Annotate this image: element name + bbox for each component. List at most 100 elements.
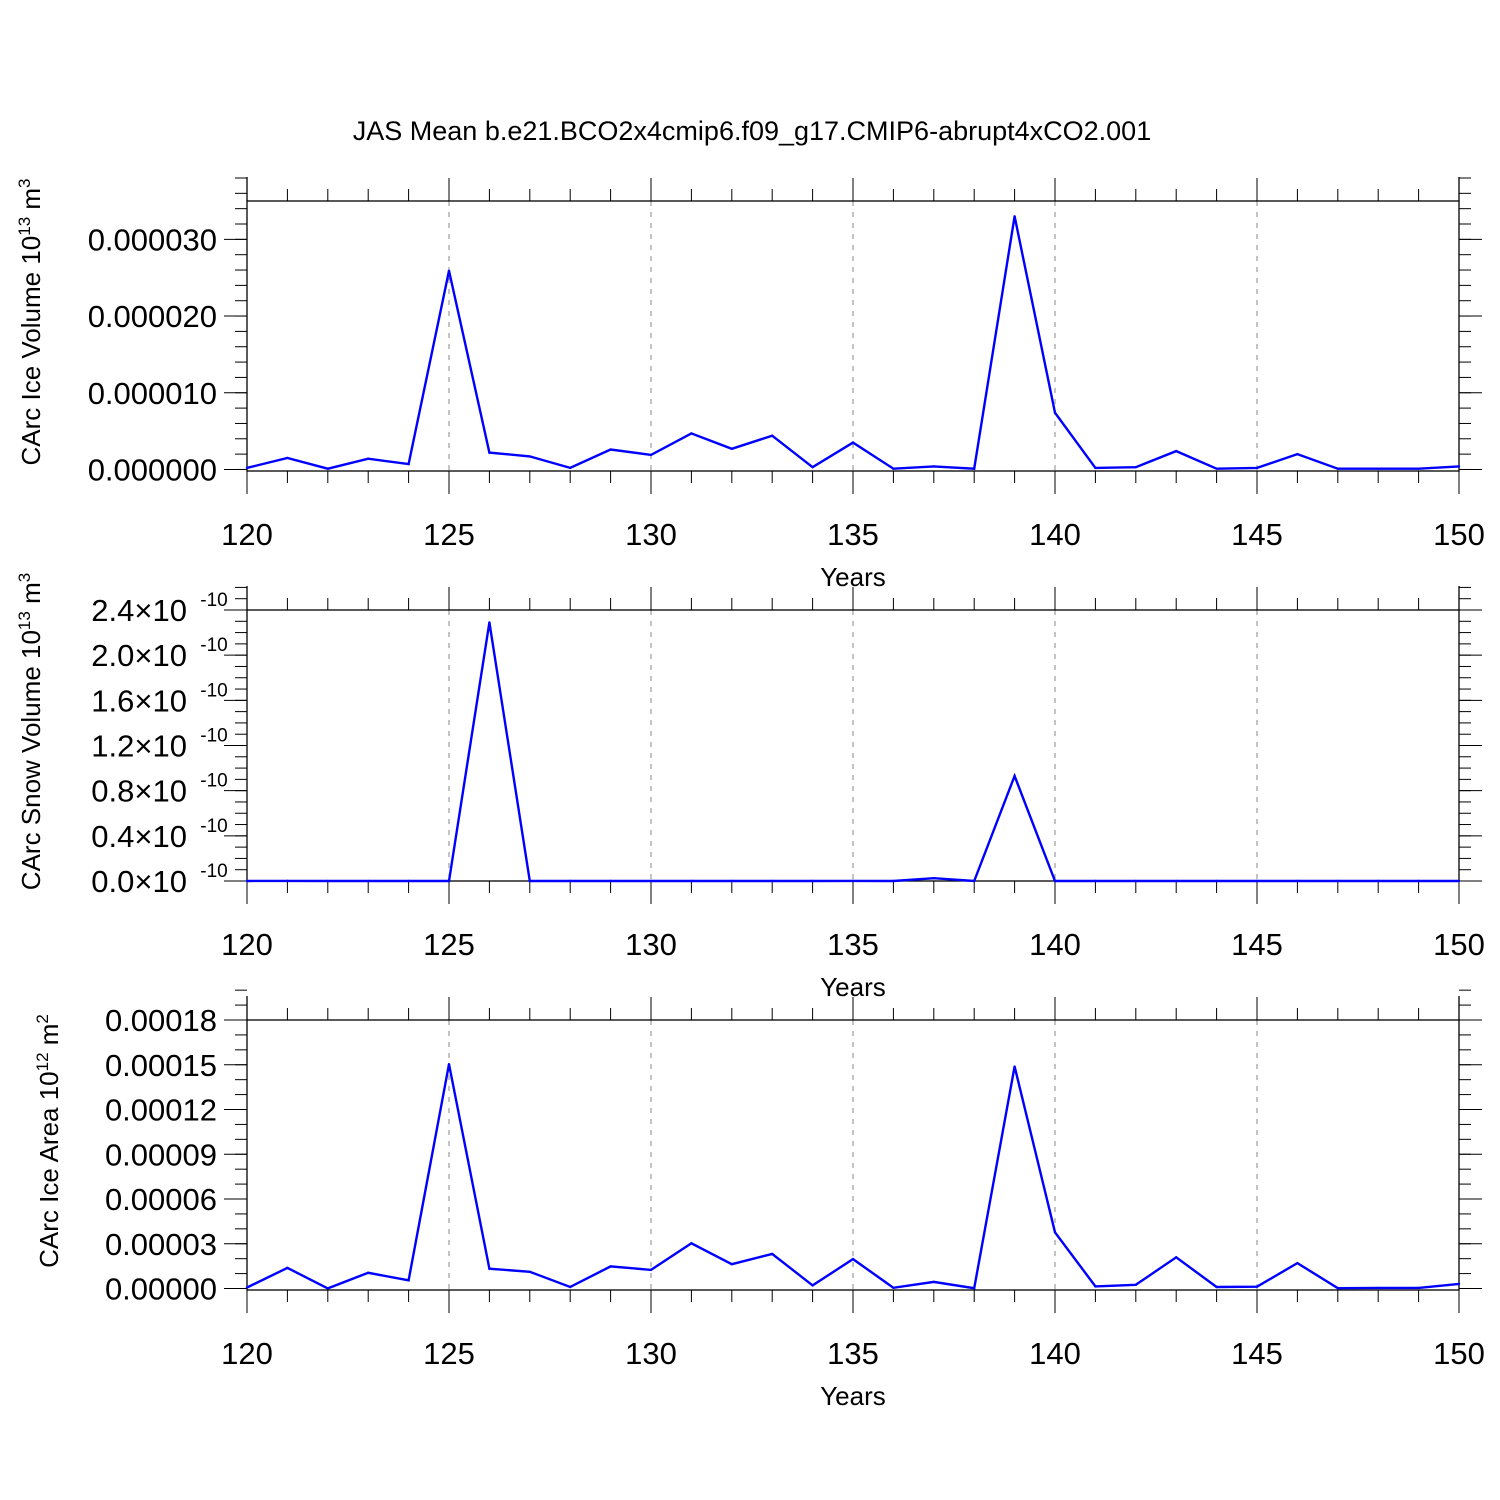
y-tick-exponent: -10 xyxy=(200,680,227,701)
x-tick-label: 145 xyxy=(1231,517,1283,552)
data-point xyxy=(1094,1285,1097,1288)
y-tick-exponent: -10 xyxy=(200,861,227,882)
data-point xyxy=(569,466,572,470)
data-point xyxy=(447,879,451,883)
y-tick-exponent: -10 xyxy=(200,590,227,611)
data-point xyxy=(609,448,612,451)
data-point xyxy=(245,466,249,470)
data-point xyxy=(609,879,612,883)
y-tick-exponent: -10 xyxy=(200,726,227,747)
y-tick-label: 1.2×10 xyxy=(91,729,187,764)
x-tick-label: 125 xyxy=(423,927,475,962)
data-point xyxy=(1094,879,1097,883)
data-point xyxy=(1053,411,1057,414)
data-point xyxy=(1377,1286,1380,1290)
data-point xyxy=(528,455,531,458)
data-point xyxy=(1134,465,1138,469)
data-point xyxy=(649,879,653,883)
x-tick-label: 150 xyxy=(1433,517,1485,552)
data-point xyxy=(447,269,451,273)
y-tick-label: 0.4×10 xyxy=(91,819,187,854)
data-point xyxy=(1175,1256,1178,1259)
figure-title: JAS Mean b.e21.BCO2x4cmip6.f09_g17.CMIP6… xyxy=(353,116,1151,146)
data-point xyxy=(1053,879,1057,883)
data-point xyxy=(286,879,289,883)
y-tick-label: 0.00009 xyxy=(105,1137,217,1172)
data-point xyxy=(973,1287,976,1290)
y-tick-label: 0.00003 xyxy=(105,1227,217,1262)
data-point xyxy=(367,457,370,460)
y-tick-exponent: -10 xyxy=(200,635,227,656)
data-point xyxy=(1296,452,1299,456)
x-tick-label: 140 xyxy=(1029,517,1081,552)
data-point xyxy=(1417,467,1420,470)
data-point xyxy=(407,1279,410,1282)
data-point xyxy=(407,879,410,883)
data-point xyxy=(730,879,733,883)
x-axis-label: Years xyxy=(820,1381,886,1411)
data-point xyxy=(690,1242,693,1245)
data-point xyxy=(528,1270,531,1274)
data-point xyxy=(1215,467,1218,470)
data-point xyxy=(1296,1261,1299,1265)
data-point xyxy=(973,879,976,883)
data-point xyxy=(730,447,733,450)
y-tick-label: 1.6×10 xyxy=(91,683,187,718)
data-point xyxy=(1457,879,1461,883)
data-point xyxy=(771,1252,774,1256)
data-point xyxy=(528,879,531,883)
x-tick-label: 135 xyxy=(827,517,879,552)
y-tick-label: 0.8×10 xyxy=(91,774,187,809)
data-point xyxy=(1175,879,1178,883)
data-point xyxy=(811,465,814,469)
data-point xyxy=(932,465,935,468)
y-tick-label: 0.000000 xyxy=(88,452,217,487)
y-tick-exponent: -10 xyxy=(200,816,227,837)
data-point xyxy=(1013,774,1016,778)
data-point xyxy=(1215,879,1218,883)
data-point xyxy=(1336,1287,1340,1290)
data-point xyxy=(892,467,895,470)
data-point xyxy=(488,451,491,454)
data-point xyxy=(932,876,935,880)
data-point xyxy=(690,879,693,883)
data-point xyxy=(811,1284,814,1287)
y-tick-label: 0.0×10 xyxy=(91,864,187,899)
chart-panel-1: 0.000000 0.000010 0.000020 0.000030 120 125 13… xyxy=(15,177,1485,592)
data-point xyxy=(245,1286,249,1289)
data-point xyxy=(1377,879,1380,883)
x-tick-label: 130 xyxy=(625,927,677,962)
x-tick-label: 150 xyxy=(1433,927,1485,962)
data-point xyxy=(447,1062,451,1066)
data-point xyxy=(1417,879,1420,883)
data-point xyxy=(245,879,249,883)
series-line xyxy=(246,216,1460,470)
y-tick-exponent: -10 xyxy=(200,771,227,792)
data-point xyxy=(1053,1231,1057,1234)
data-point xyxy=(771,434,774,437)
data-point xyxy=(1094,466,1097,470)
data-point xyxy=(1134,879,1138,883)
data-point xyxy=(973,467,976,470)
data-point xyxy=(286,456,289,460)
y-tick-label: 0.00000 xyxy=(105,1272,217,1307)
y-tick-label: 0.000010 xyxy=(88,376,217,411)
data-point xyxy=(1255,466,1259,470)
data-point xyxy=(286,1266,289,1270)
data-point xyxy=(1296,879,1299,883)
data-point xyxy=(367,879,370,883)
data-point xyxy=(367,1271,370,1275)
x-tick-label: 130 xyxy=(625,517,677,552)
y-tick-label: 0.00015 xyxy=(105,1048,217,1083)
y-tick-label: 0.00018 xyxy=(105,1003,217,1038)
x-tick-label: 150 xyxy=(1433,1336,1485,1371)
data-point xyxy=(892,1286,895,1289)
data-point xyxy=(488,621,491,624)
x-tick-label: 135 xyxy=(827,927,879,962)
data-point xyxy=(488,1267,491,1270)
x-tick-label: 125 xyxy=(423,517,475,552)
data-point xyxy=(851,441,855,444)
x-tick-label: 145 xyxy=(1231,927,1283,962)
x-tick-label: 145 xyxy=(1231,1336,1283,1371)
